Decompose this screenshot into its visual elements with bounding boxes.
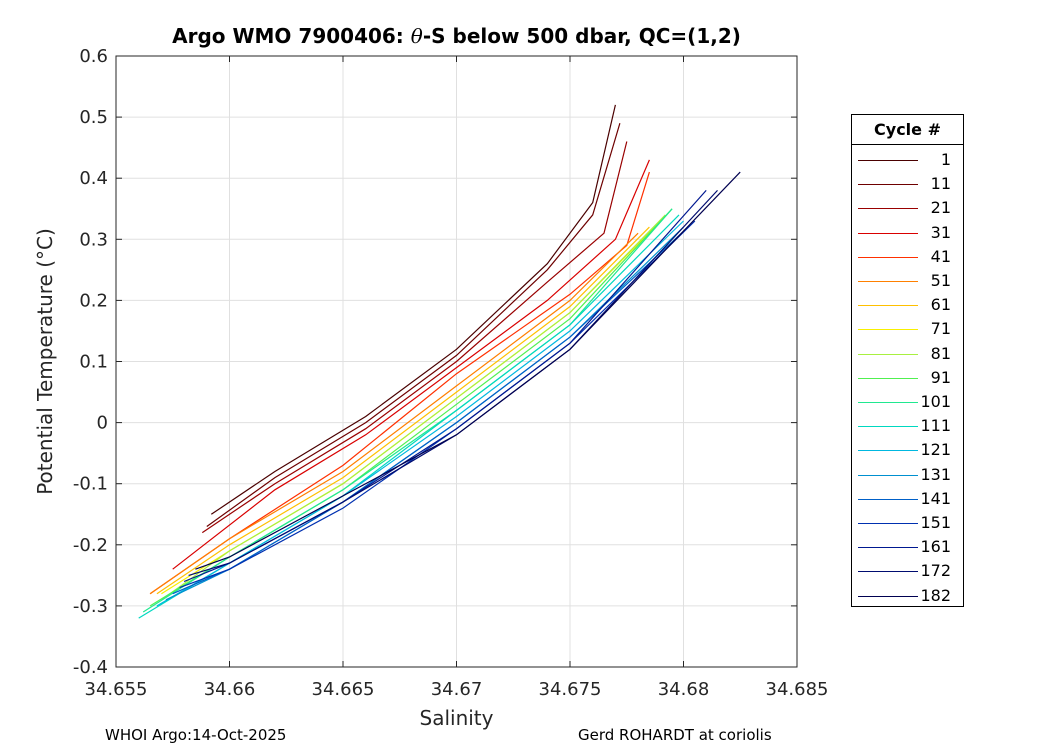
legend-line: [858, 160, 918, 161]
legend-item: 172: [852, 559, 963, 583]
legend-line: [858, 450, 918, 452]
legend-label: 1: [940, 150, 951, 169]
legend-label: 151: [920, 513, 951, 532]
legend-line: [858, 595, 918, 597]
legend-label: 111: [920, 416, 951, 436]
x-tick-label: 34.675: [539, 679, 602, 700]
legend-item: 21: [852, 196, 963, 220]
legend-item: 151: [852, 511, 963, 535]
legend-label: 31: [930, 222, 951, 242]
series-line-cycle-11: [206, 123, 621, 527]
legend-label: 61: [930, 295, 951, 315]
y-tick-label: -0.4: [73, 657, 108, 678]
series-line-cycle-121: [156, 220, 684, 607]
y-tick-label: -0.2: [73, 535, 108, 556]
footer-credit-left: WHOI Argo:14-Oct-2025: [105, 726, 287, 744]
legend-item: 121: [852, 438, 963, 462]
legend: Cycle # 1 11 21 31 41 51 61 71 81 91 101 111 121 131 1…: [851, 114, 964, 607]
chart-title: Argo WMO 7900406: θ-S below 500 dbar, QC…: [172, 24, 741, 48]
legend-label: 101: [920, 392, 951, 411]
legend-item: 81: [852, 342, 963, 366]
y-tick-label: -0.1: [73, 474, 108, 495]
legend-label: 21: [930, 198, 951, 218]
y-tick-label: 0.5: [79, 107, 108, 128]
legend-item: 41: [852, 245, 963, 269]
series-line-cycle-172: [188, 189, 718, 576]
legend-label: 71: [930, 319, 951, 339]
legend-item: 71: [852, 317, 963, 341]
series-line-cycle-31: [172, 159, 650, 570]
legend-label: 51: [930, 271, 951, 290]
x-tick-label: 34.685: [766, 679, 829, 700]
legend-title: Cycle #: [852, 115, 963, 145]
legend-line: [858, 426, 918, 428]
series-line-cycle-61: [156, 226, 650, 595]
x-tick-label: 34.665: [312, 679, 375, 700]
legend-line: [858, 377, 918, 379]
legend-line: [858, 474, 918, 476]
legend-item: 141: [852, 487, 963, 511]
legend-item: 131: [852, 463, 963, 487]
series-line-cycle-101: [142, 208, 673, 613]
y-tick-label: 0.2: [79, 290, 108, 311]
legend-line: [858, 523, 918, 524]
legend-label: 182: [920, 585, 951, 605]
series-line-cycle-1: [210, 104, 616, 515]
y-axis-label: Potential Temperature (°C): [33, 228, 57, 495]
legend-line: [858, 305, 918, 307]
y-tick-label: 0: [97, 413, 108, 434]
legend-item: 111: [852, 414, 963, 438]
legend-label: 11: [930, 174, 951, 194]
legend-label: 131: [920, 464, 951, 484]
legend-label: 161: [920, 537, 951, 557]
legend-line: [858, 232, 918, 234]
x-tick-label: 34.68: [658, 679, 710, 700]
legend-label: 41: [930, 246, 951, 266]
y-tick-label: 0.1: [79, 352, 108, 373]
legend-item: 61: [852, 293, 963, 317]
legend-line: [858, 571, 918, 573]
legend-item: 1: [852, 148, 963, 172]
legend-item: 11: [852, 172, 963, 196]
legend-line: [858, 208, 918, 210]
series-group: [138, 104, 741, 619]
x-tick-label: 34.655: [85, 679, 148, 700]
legend-label: 172: [920, 561, 951, 581]
footer-credit-right: Gerd ROHARDT at coriolis: [578, 726, 772, 744]
legend-line: [858, 256, 918, 258]
legend-item: 51: [852, 269, 963, 293]
legend-line: [858, 329, 918, 331]
legend-item: 161: [852, 535, 963, 559]
x-axis-label: Salinity: [420, 706, 494, 730]
legend-line: [858, 281, 918, 282]
legend-line: [858, 498, 918, 500]
legend-line: [858, 547, 918, 549]
x-tick-label: 34.66: [204, 679, 256, 700]
legend-line: [858, 402, 918, 403]
legend-label: 141: [920, 488, 951, 508]
legend-line: [858, 184, 918, 186]
series-line-cycle-182: [195, 171, 741, 570]
legend-item: 182: [852, 584, 963, 608]
y-tick-label: 0.3: [79, 229, 108, 250]
series-line-cycle-21: [201, 141, 628, 534]
legend-item: 101: [852, 390, 963, 414]
legend-line: [858, 353, 918, 355]
legend-item: 31: [852, 221, 963, 245]
legend-label: 81: [930, 343, 951, 363]
legend-label: 91: [930, 367, 951, 387]
series-line-cycle-81: [161, 214, 666, 601]
series-line-cycle-51: [149, 232, 639, 595]
x-tick-label: 34.67: [431, 679, 483, 700]
y-tick-label: 0.4: [79, 168, 108, 189]
legend-label: 121: [920, 440, 951, 460]
y-tick-label: -0.3: [73, 596, 108, 617]
y-tick-label: 0.6: [79, 46, 108, 67]
legend-item: 91: [852, 366, 963, 390]
